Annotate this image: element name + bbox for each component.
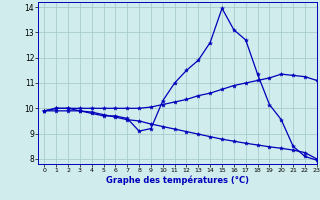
X-axis label: Graphe des températures (°C): Graphe des températures (°C) [106,176,249,185]
